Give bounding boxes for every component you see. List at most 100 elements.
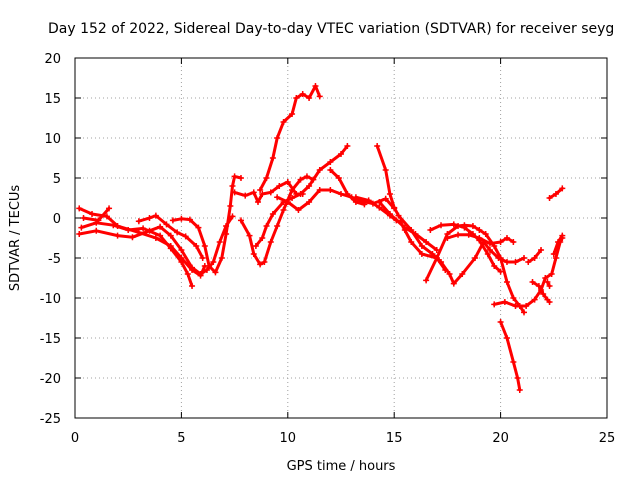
y-tick-label: -25 [40, 412, 61, 427]
data-point [135, 229, 142, 236]
data-point [125, 227, 132, 233]
data-point [482, 231, 489, 237]
data-point [544, 279, 551, 285]
data-point [559, 185, 566, 192]
data-point [497, 239, 504, 245]
data-point [237, 175, 244, 181]
data-point [306, 199, 313, 205]
data-point [174, 229, 181, 236]
data-point [110, 222, 117, 229]
data-point [229, 183, 236, 189]
data-point [178, 247, 185, 253]
data-point [523, 303, 530, 309]
data-point [252, 243, 259, 249]
data-point [167, 232, 174, 239]
data-point [93, 227, 100, 234]
data-point [186, 216, 193, 223]
data-point [78, 224, 85, 231]
data-point [455, 231, 462, 238]
data-point [476, 235, 483, 241]
data-point [476, 227, 483, 233]
data-point [293, 95, 300, 101]
data-point [178, 215, 185, 222]
data-point [503, 279, 510, 285]
data-point [316, 93, 323, 100]
data-point [423, 239, 430, 245]
data-point [542, 275, 549, 281]
data-point [497, 255, 504, 261]
data-point [327, 159, 334, 165]
data-point [306, 95, 313, 101]
data-point [146, 215, 153, 221]
data-point [189, 283, 196, 289]
data-point [486, 240, 493, 247]
data-point [303, 173, 310, 180]
data-point [267, 239, 274, 245]
data-point [231, 189, 238, 196]
data-point [427, 227, 434, 233]
data-point [491, 301, 498, 308]
data-point [212, 269, 219, 276]
series-arc-9 [258, 84, 322, 192]
data-point [227, 203, 234, 209]
chart-title: Day 152 of 2022, Sidereal Day-to-day VTE… [48, 21, 614, 37]
data-point [289, 195, 296, 201]
data-point [555, 239, 562, 245]
data-point [269, 211, 276, 217]
data-point [274, 194, 281, 201]
data-point [255, 199, 262, 205]
data-point [546, 299, 553, 305]
data-point [497, 319, 504, 325]
x-tick-label: 15 [386, 431, 403, 446]
data-point [229, 213, 236, 220]
data-point [352, 194, 359, 201]
data-point [361, 201, 368, 208]
y-tick-label: -15 [40, 332, 61, 347]
x-tick-label: 5 [177, 431, 185, 446]
data-point [546, 283, 553, 289]
data-point [550, 251, 557, 257]
data-point [135, 218, 142, 225]
data-point [250, 251, 257, 257]
data-point [284, 179, 291, 185]
data-point [280, 207, 287, 213]
data-point [472, 255, 479, 261]
data-point [167, 245, 174, 252]
data-point [157, 232, 164, 239]
data-point [199, 255, 206, 261]
data-point [316, 167, 323, 173]
data-point [531, 255, 538, 261]
data-point [497, 268, 504, 275]
data-point [382, 167, 389, 173]
data-point [157, 223, 164, 230]
data-point [197, 272, 204, 279]
data-point [374, 143, 381, 149]
data-point [433, 255, 440, 261]
data-point [76, 205, 83, 212]
series-arc-16 [424, 223, 526, 314]
data-point [376, 204, 383, 211]
series-arc-10 [254, 144, 349, 248]
axis-ticks: 0 5 10 15 20 25 -25 -20 -15 -10 -5 0 5 10 15 20 [40, 52, 616, 446]
data-point [231, 173, 238, 180]
series-arc-8 [239, 174, 315, 266]
data-point [503, 335, 510, 341]
y-tick-label: -20 [40, 372, 61, 387]
data-point [418, 251, 425, 257]
data-point [250, 189, 257, 196]
data-point [295, 207, 302, 213]
data-point [365, 197, 372, 204]
data-point [501, 299, 508, 305]
data-point [257, 261, 264, 268]
data-point [263, 175, 270, 181]
series-arc-11 [275, 188, 396, 212]
data-point [538, 247, 545, 253]
data-point [514, 375, 521, 381]
data-point [386, 191, 393, 197]
data-point [297, 176, 304, 183]
data-point [450, 221, 457, 228]
data-point [510, 295, 517, 301]
data-point [503, 235, 510, 241]
data-point [412, 231, 419, 237]
data-point [306, 183, 313, 189]
